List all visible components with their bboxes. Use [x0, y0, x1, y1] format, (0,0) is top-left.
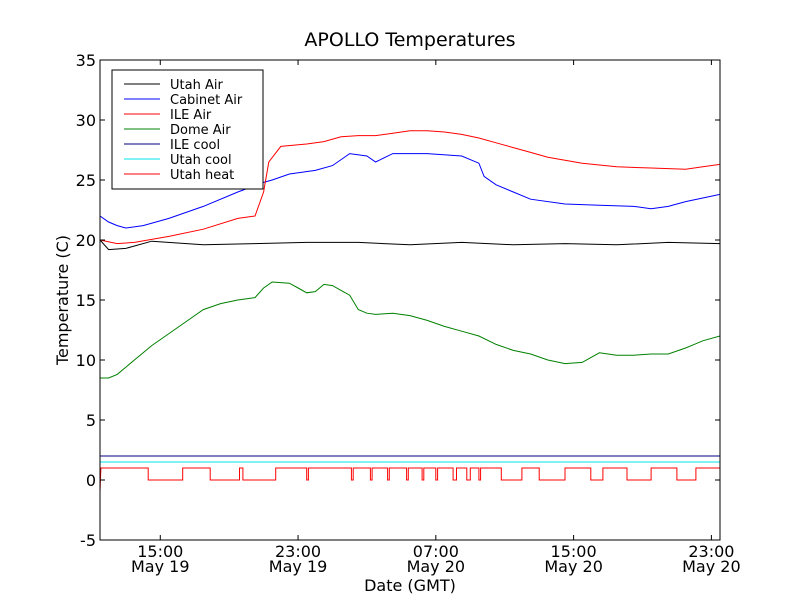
- series-line-utah-heat: [100, 467, 720, 493]
- x-tick-time-label: 23:00: [275, 542, 321, 561]
- y-axis-title: Temperature (C): [53, 235, 72, 366]
- y-tick-label: 30: [76, 111, 96, 130]
- x-tick-time-label: 23:00: [688, 542, 734, 561]
- y-tick-label: 25: [76, 171, 96, 190]
- y-tick-label: -5: [80, 531, 96, 550]
- x-tick-time-label: 15:00: [551, 542, 597, 561]
- y-tick-label: 35: [76, 51, 96, 70]
- y-tick-label: 5: [86, 411, 96, 430]
- x-tick-date-label: May 19: [269, 557, 328, 576]
- legend-label-ile-air: ILE Air: [170, 108, 212, 123]
- y-tick-label: 20: [76, 231, 96, 250]
- series-line-dome-air: [100, 281, 720, 379]
- legend-label-ile-cool: ILE cool: [170, 138, 220, 153]
- legend-label-utah-heat: Utah heat: [170, 168, 234, 183]
- y-tick-label: 0: [86, 471, 96, 490]
- x-tick-date-label: May 20: [407, 557, 466, 576]
- chart-title: APOLLO Temperatures: [304, 29, 515, 51]
- x-tick-date-label: May 19: [131, 557, 190, 576]
- series-line-utah-air: [100, 239, 720, 251]
- x-tick-time-label: 07:00: [413, 542, 459, 561]
- legend-label-utah-air: Utah Air: [170, 78, 223, 93]
- x-tick-time-label: 15:00: [137, 542, 183, 561]
- x-tick-date-label: May 20: [682, 557, 741, 576]
- legend-label-utah-cool: Utah cool: [170, 153, 232, 168]
- series-line-ile-air: [100, 130, 720, 245]
- y-tick-label: 15: [76, 291, 96, 310]
- y-tick-label: 10: [76, 351, 96, 370]
- series-layer: [100, 130, 720, 493]
- x-axis-title: Date (GMT): [364, 576, 456, 595]
- legend-label-dome-air: Dome Air: [170, 123, 231, 138]
- x-tick-date-label: May 20: [544, 557, 603, 576]
- series-line-cabinet-air: [100, 153, 720, 229]
- legend-label-cabinet-air: Cabinet Air: [170, 93, 243, 108]
